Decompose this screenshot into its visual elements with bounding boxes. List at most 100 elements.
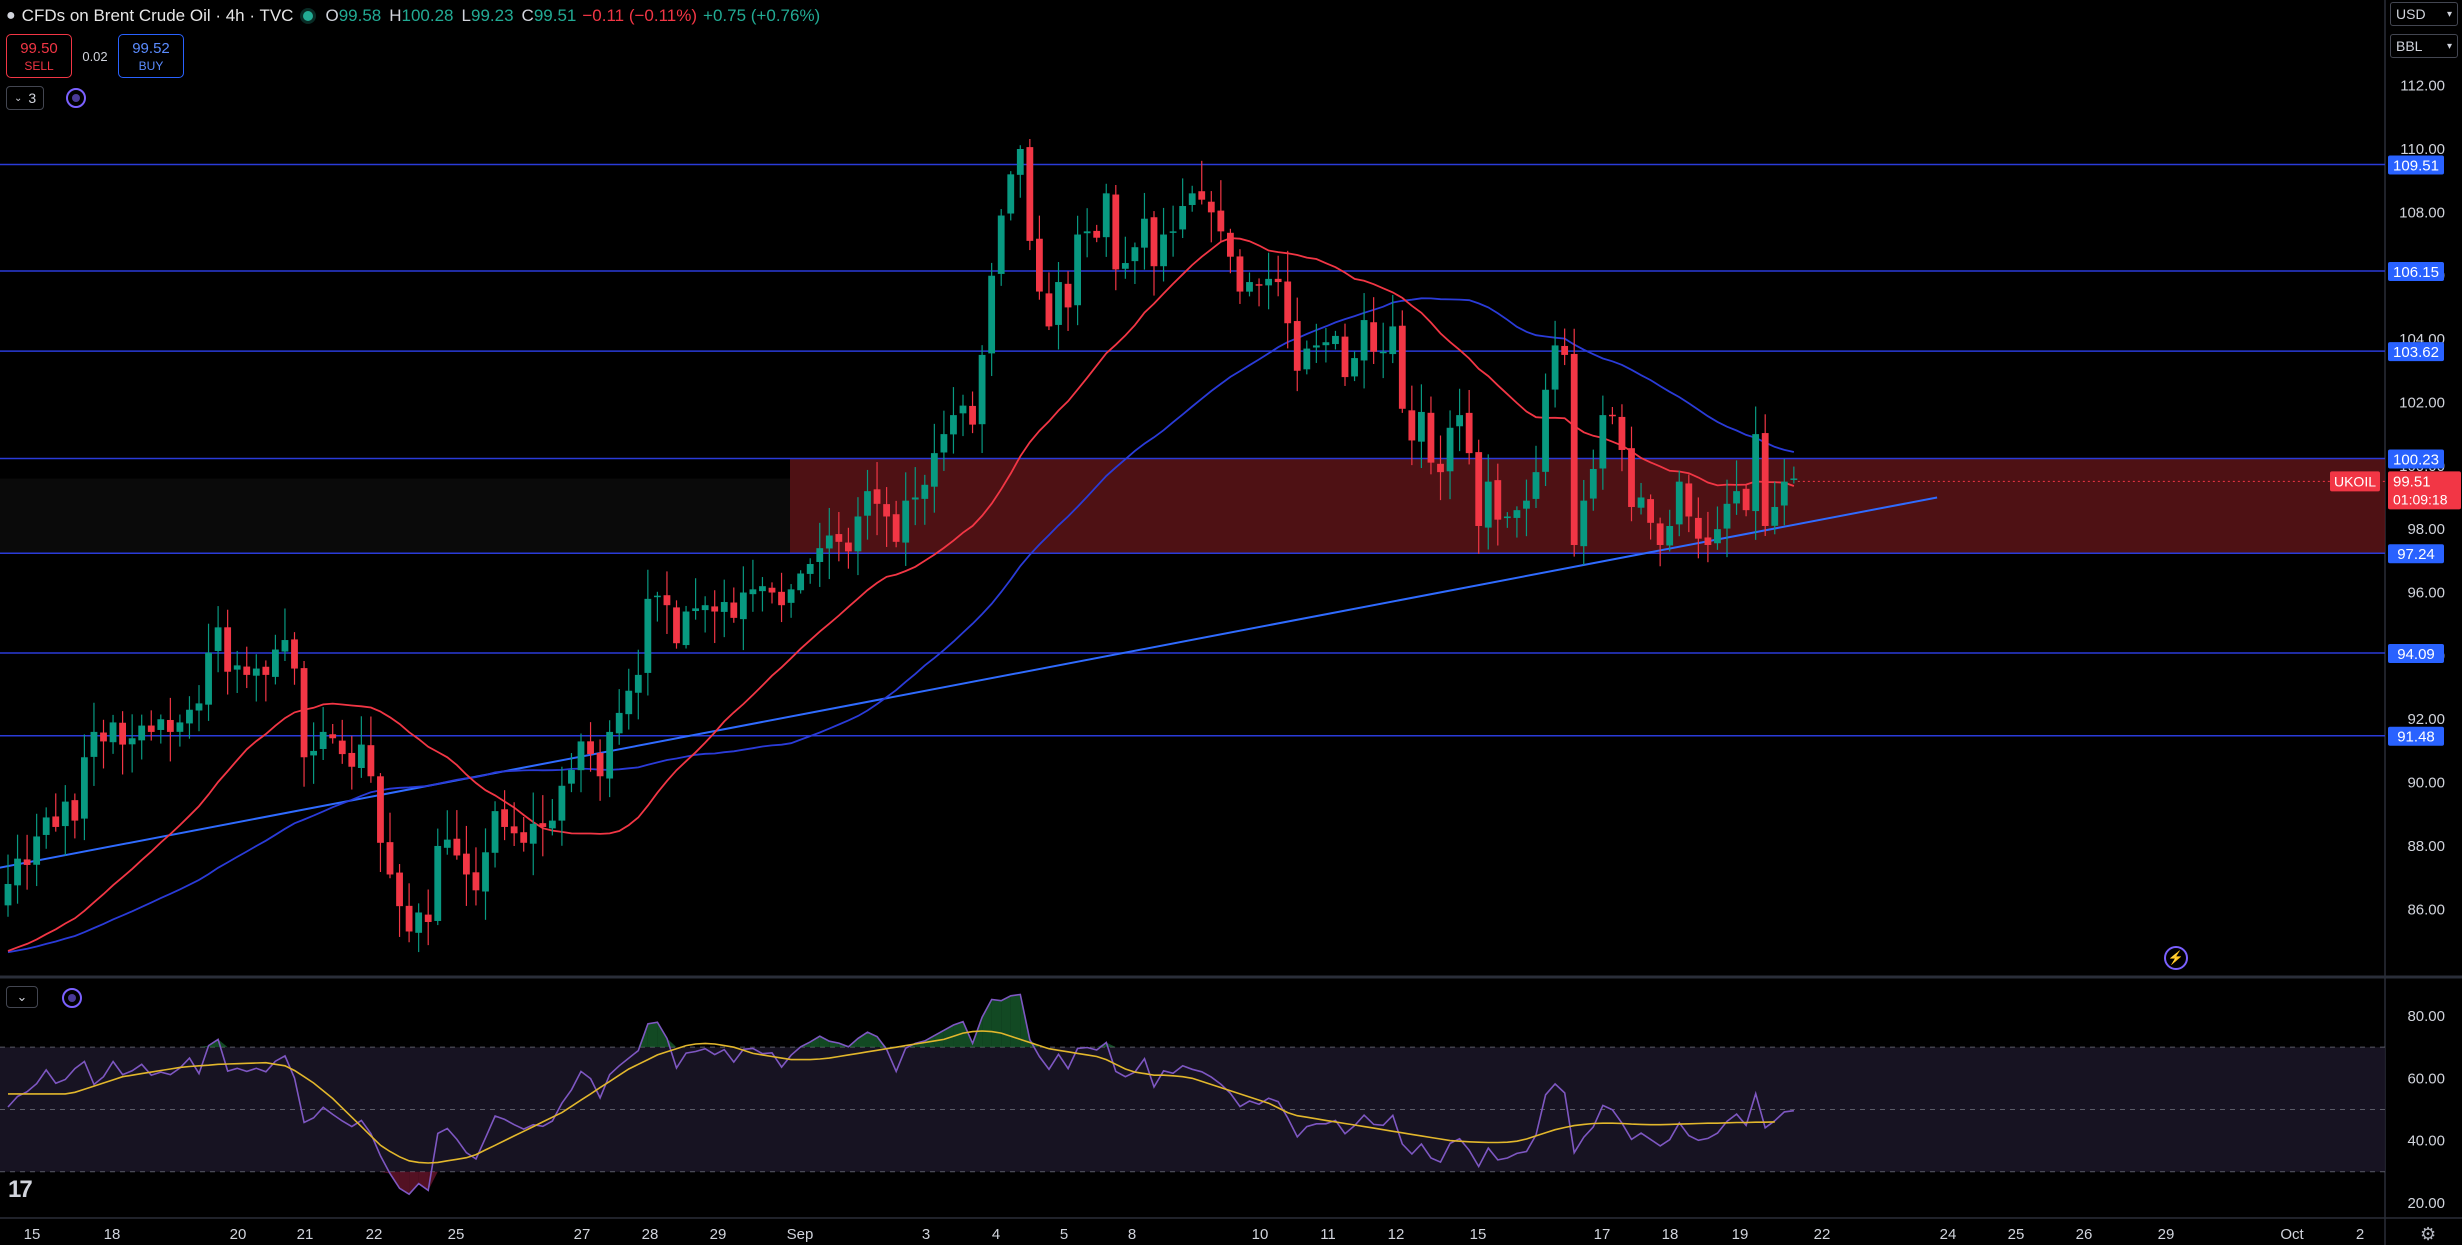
candle[interactable] (825, 535, 833, 549)
candle[interactable] (233, 665, 241, 670)
candle[interactable] (510, 826, 518, 834)
candle[interactable] (529, 823, 537, 844)
candle[interactable] (205, 652, 212, 705)
candle[interactable] (1332, 335, 1339, 345)
candle[interactable] (119, 722, 126, 745)
candle[interactable] (606, 731, 614, 779)
candle[interactable] (501, 809, 508, 827)
candle[interactable] (1475, 452, 1483, 526)
candle[interactable] (1647, 499, 1654, 523)
candle[interactable] (71, 800, 79, 821)
candle[interactable] (415, 912, 423, 933)
candle[interactable] (1141, 218, 1148, 248)
candle[interactable] (1637, 497, 1645, 508)
candle[interactable] (272, 649, 279, 677)
candle[interactable] (1026, 147, 1034, 241)
candle[interactable] (1551, 345, 1559, 390)
candle[interactable] (816, 548, 824, 562)
candle[interactable] (405, 905, 413, 932)
candle[interactable] (1045, 293, 1053, 327)
candle[interactable] (1322, 342, 1330, 346)
candle[interactable] (100, 732, 107, 742)
last-price-box[interactable] (2388, 471, 2461, 510)
candle[interactable] (1561, 345, 1569, 355)
candle[interactable] (1055, 282, 1062, 325)
candle[interactable] (472, 872, 480, 891)
candle[interactable] (787, 589, 795, 603)
candle[interactable] (558, 785, 566, 821)
price-level-box[interactable] (2388, 644, 2444, 664)
candle[interactable] (988, 275, 996, 354)
candle[interactable] (1704, 537, 1712, 545)
candle[interactable] (749, 589, 757, 595)
sync-icon[interactable] (66, 88, 86, 108)
gear-icon[interactable]: ⚙ (2420, 1224, 2437, 1244)
candle[interactable] (1771, 506, 1779, 526)
candle[interactable] (1694, 517, 1702, 539)
candle[interactable] (109, 722, 117, 743)
candle[interactable] (319, 731, 327, 749)
candle[interactable] (224, 627, 232, 672)
candle[interactable] (1227, 232, 1234, 257)
buy-button[interactable]: 99.52 BUY (118, 34, 184, 78)
candle[interactable] (673, 607, 680, 644)
candle[interactable] (1236, 256, 1244, 292)
candle[interactable] (1675, 481, 1683, 525)
candle[interactable] (1656, 523, 1664, 545)
candle[interactable] (1752, 434, 1760, 512)
candle[interactable] (1723, 503, 1731, 529)
candle[interactable] (1121, 263, 1129, 269)
candle[interactable] (625, 690, 633, 715)
candle[interactable] (1207, 201, 1215, 213)
candle[interactable] (348, 752, 356, 767)
candle[interactable] (1150, 217, 1158, 267)
candle[interactable] (644, 598, 652, 673)
candle[interactable] (1102, 193, 1110, 238)
candle[interactable] (52, 816, 60, 827)
candle[interactable] (720, 602, 728, 612)
candle[interactable] (4, 883, 12, 906)
candle[interactable] (310, 750, 317, 756)
candle[interactable] (1618, 416, 1626, 450)
candle[interactable] (1255, 284, 1263, 286)
candle[interactable] (1780, 481, 1788, 506)
candle[interactable] (548, 820, 556, 829)
candle[interactable] (1389, 326, 1397, 355)
symbol-tag[interactable] (2330, 471, 2380, 492)
candle[interactable] (930, 453, 938, 487)
currency-select[interactable]: USD ▾ (2390, 2, 2458, 26)
candle[interactable] (1427, 412, 1435, 463)
candle[interactable] (577, 741, 585, 771)
candle[interactable] (329, 734, 337, 739)
candle[interactable] (186, 709, 193, 724)
candle[interactable] (1246, 282, 1253, 292)
candle[interactable] (701, 605, 709, 611)
candle[interactable] (491, 811, 499, 853)
candle[interactable] (969, 405, 976, 425)
candle[interactable] (1265, 278, 1272, 286)
candle[interactable] (997, 215, 1005, 274)
candle[interactable] (23, 859, 31, 865)
candle[interactable] (176, 722, 184, 732)
candle[interactable] (520, 832, 528, 843)
candle[interactable] (1418, 411, 1425, 442)
candle[interactable] (396, 872, 403, 907)
candle[interactable] (739, 592, 747, 620)
candle[interactable] (1484, 481, 1492, 528)
candle[interactable] (730, 602, 738, 618)
candle[interactable] (42, 817, 50, 835)
candle[interactable] (367, 745, 375, 777)
candle[interactable] (1542, 389, 1549, 472)
candle[interactable] (1303, 348, 1311, 370)
candle[interactable] (883, 504, 890, 517)
tradingview-logo[interactable]: 17 (8, 1176, 33, 1203)
candle[interactable] (711, 606, 719, 612)
symbol-title[interactable]: CFDs on Brent Crude Oil · 4h · TVC (21, 6, 294, 25)
indicators-collapse-button[interactable]: ⌄ 3 (6, 86, 45, 110)
candle[interactable] (1408, 410, 1416, 441)
candle[interactable] (90, 731, 98, 757)
candle[interactable] (892, 514, 900, 542)
candle[interactable] (281, 640, 289, 652)
price-level-box[interactable] (2388, 726, 2444, 746)
